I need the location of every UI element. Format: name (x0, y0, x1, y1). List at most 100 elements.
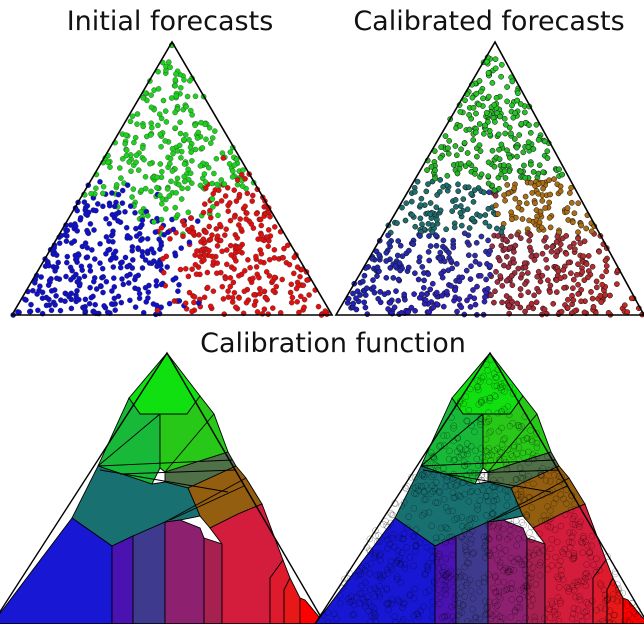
initial-point (93, 185, 99, 191)
region-boundary (119, 469, 237, 475)
initial-point (150, 301, 157, 307)
forecast-point-outline (507, 585, 514, 592)
initial-point (178, 196, 185, 202)
initial-point (132, 304, 139, 310)
initial-point (189, 180, 195, 186)
forecast-point-outline (529, 455, 536, 462)
forecast-point-outline (578, 577, 585, 585)
initial-point (250, 275, 256, 282)
initial-point (123, 224, 130, 231)
initial-point (128, 168, 134, 174)
forecast-point-outline (538, 517, 545, 525)
initial-point (172, 275, 179, 281)
forecast-point-outline (498, 424, 505, 432)
forecast-point-outline (367, 618, 374, 624)
initial-point (203, 185, 209, 192)
calibrated-point (577, 240, 584, 246)
initial-point (217, 237, 224, 244)
calibrated-point (550, 300, 557, 307)
initial-point (122, 209, 128, 215)
forecast-point-outline (400, 601, 407, 608)
initial-point (119, 259, 125, 265)
calibrated-point (491, 187, 498, 194)
forecast-point-outline (458, 474, 465, 482)
forecast-point-outline (352, 573, 359, 580)
forecast-point-outline (450, 471, 457, 478)
initial-point (168, 178, 174, 185)
initial-point (84, 254, 91, 260)
forecast-point-outline (450, 576, 457, 583)
forecast-point-outline (432, 462, 439, 469)
calibrated-point (443, 288, 450, 295)
initial-point (228, 252, 234, 258)
initial-point (267, 213, 273, 220)
forecast-point-outline (467, 540, 474, 547)
initial-point (127, 118, 134, 125)
initial-point (157, 246, 163, 252)
calibrated-point (525, 289, 532, 296)
forecast-point-outline (442, 524, 449, 531)
calibrated-point (444, 172, 451, 179)
initial-point (97, 179, 103, 185)
forecast-point-outline (384, 524, 391, 531)
initial-point (236, 191, 243, 198)
calibrated-point (526, 122, 532, 128)
initial-point (136, 295, 143, 302)
forecast-point-outline (572, 521, 579, 529)
forecast-point-outline (568, 539, 576, 546)
forecast-point-outline (388, 600, 395, 608)
calibrated-point (602, 257, 609, 264)
initial-point (82, 240, 89, 246)
forecast-point-outline (619, 589, 626, 597)
initial-point (126, 280, 132, 286)
initial-point (247, 264, 253, 271)
forecast-point-outline (507, 451, 514, 458)
initial-point (223, 226, 229, 232)
forecast-point-outline (360, 596, 367, 603)
initial-point (148, 104, 155, 111)
calibrated-point (496, 156, 503, 163)
forecast-point-outline (371, 593, 378, 600)
forecast-point-outline (489, 523, 497, 530)
forecast-point-outline (544, 503, 551, 510)
calibrated-point (477, 88, 484, 95)
forecast-point-outline (554, 538, 561, 546)
forecast-point-outline (480, 578, 488, 586)
initial-point (34, 291, 40, 297)
forecast-point-outline (366, 546, 373, 554)
forecast-point-outline (520, 521, 527, 529)
calibrated-point (375, 295, 382, 302)
forecast-point-outline (424, 566, 432, 574)
forecast-point-outline (450, 425, 457, 432)
forecast-point-outline (376, 582, 383, 590)
calibrated-point (464, 150, 471, 156)
calibrated-point (496, 257, 503, 264)
initial-point (200, 236, 207, 242)
initial-point (88, 190, 94, 197)
forecast-point-outline (416, 539, 424, 546)
forecast-point-outline (525, 553, 532, 560)
forecast-point-outline (509, 453, 516, 460)
initial-point (147, 160, 153, 167)
forecast-point-outline (616, 590, 623, 597)
initial-point (240, 167, 246, 173)
initial-point (134, 111, 141, 117)
calibrated-point (532, 200, 538, 207)
forecast-point-outline (497, 456, 504, 464)
calibrated-point (506, 302, 512, 309)
calibrated-point (354, 288, 361, 295)
forecast-point-outline (423, 563, 431, 570)
calibrated-point (517, 101, 524, 107)
initial-point (217, 221, 223, 228)
calibrated-point (498, 229, 505, 236)
forecast-point-outline (396, 555, 403, 562)
calibrated-point (522, 193, 529, 200)
forecast-point-outline (365, 599, 373, 606)
initial-point (204, 269, 211, 276)
initial-point (118, 299, 125, 306)
forecast-point-outline (356, 590, 363, 597)
forecast-point-outline (495, 428, 503, 435)
initial-point (197, 163, 204, 169)
initial-point (112, 307, 118, 313)
initial-point (227, 200, 233, 206)
